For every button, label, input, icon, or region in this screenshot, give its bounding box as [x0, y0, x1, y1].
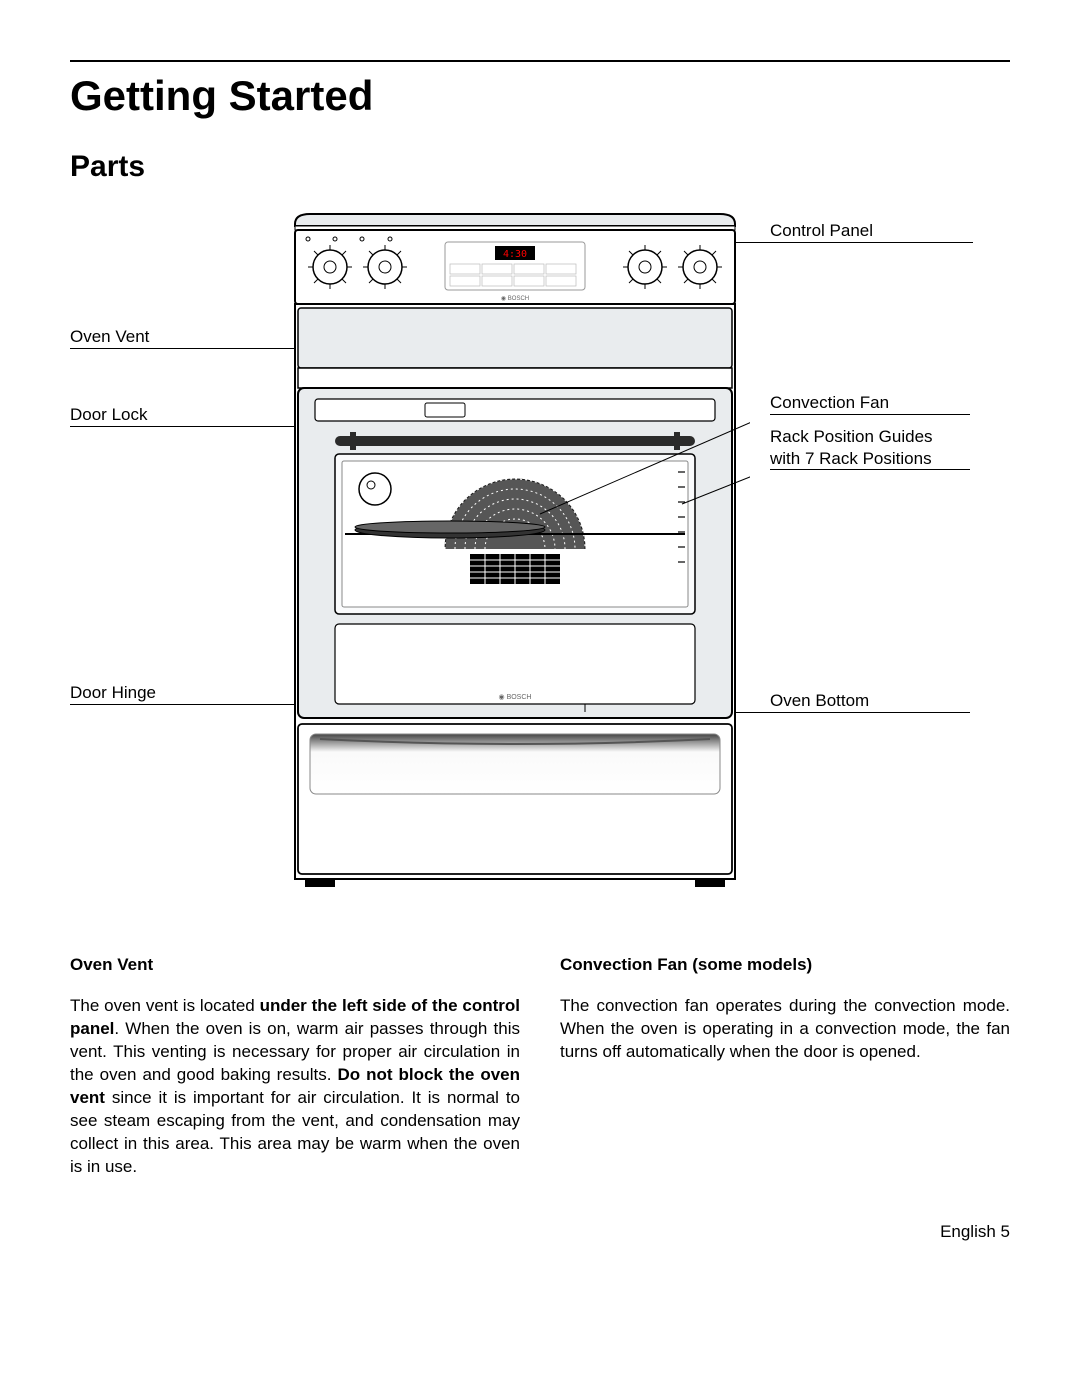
leader-rack-guides-h [770, 469, 970, 470]
page-footer: English 5 [70, 1222, 1010, 1242]
left-p1e: since it is important for air circulatio… [70, 1088, 520, 1176]
right-col-title: Convection Fan (some models) [560, 954, 1010, 977]
left-col-para: The oven vent is located under the left … [70, 995, 520, 1179]
left-col-title: Oven Vent [70, 954, 520, 977]
text-columns: Oven Vent The oven vent is located under… [70, 954, 1010, 1192]
oven-illustration: 4:30 ◉ BOSCH [280, 204, 750, 904]
label-control-panel: Control Panel [770, 220, 873, 242]
right-col-para: The convection fan operates during the c… [560, 995, 1010, 1064]
column-left: Oven Vent The oven vent is located under… [70, 954, 520, 1192]
leader-door-hinge [70, 704, 298, 705]
label-oven-vent: Oven Vent [70, 326, 149, 348]
page-title: Getting Started [70, 72, 1010, 120]
label-rack-guides: Rack Position Guides with 7 Rack Positio… [770, 426, 960, 470]
left-p1a: The oven vent is located [70, 996, 260, 1015]
parts-diagram: Oven Vent Door Lock Door Hinge Control P… [70, 204, 1010, 924]
label-convection-fan: Convection Fan [770, 392, 889, 414]
label-door-hinge: Door Hinge [70, 682, 156, 704]
section-title: Parts [70, 150, 1010, 184]
leader-conv-fan-h [770, 414, 970, 415]
label-rack-guides-l1: Rack Position Guides [770, 427, 933, 446]
brand-text-panel: ◉ BOSCH [501, 296, 529, 302]
label-oven-bottom: Oven Bottom [770, 690, 869, 712]
svg-text:◉ BOSCH: ◉ BOSCH [499, 694, 532, 701]
label-rack-guides-l2: with 7 Rack Positions [770, 449, 932, 468]
leader-oven-vent-h [70, 348, 302, 349]
column-right: Convection Fan (some models) The convect… [560, 954, 1010, 1192]
svg-text:4:30: 4:30 [503, 249, 527, 260]
top-rule [70, 60, 1010, 62]
label-door-lock: Door Lock [70, 404, 147, 426]
